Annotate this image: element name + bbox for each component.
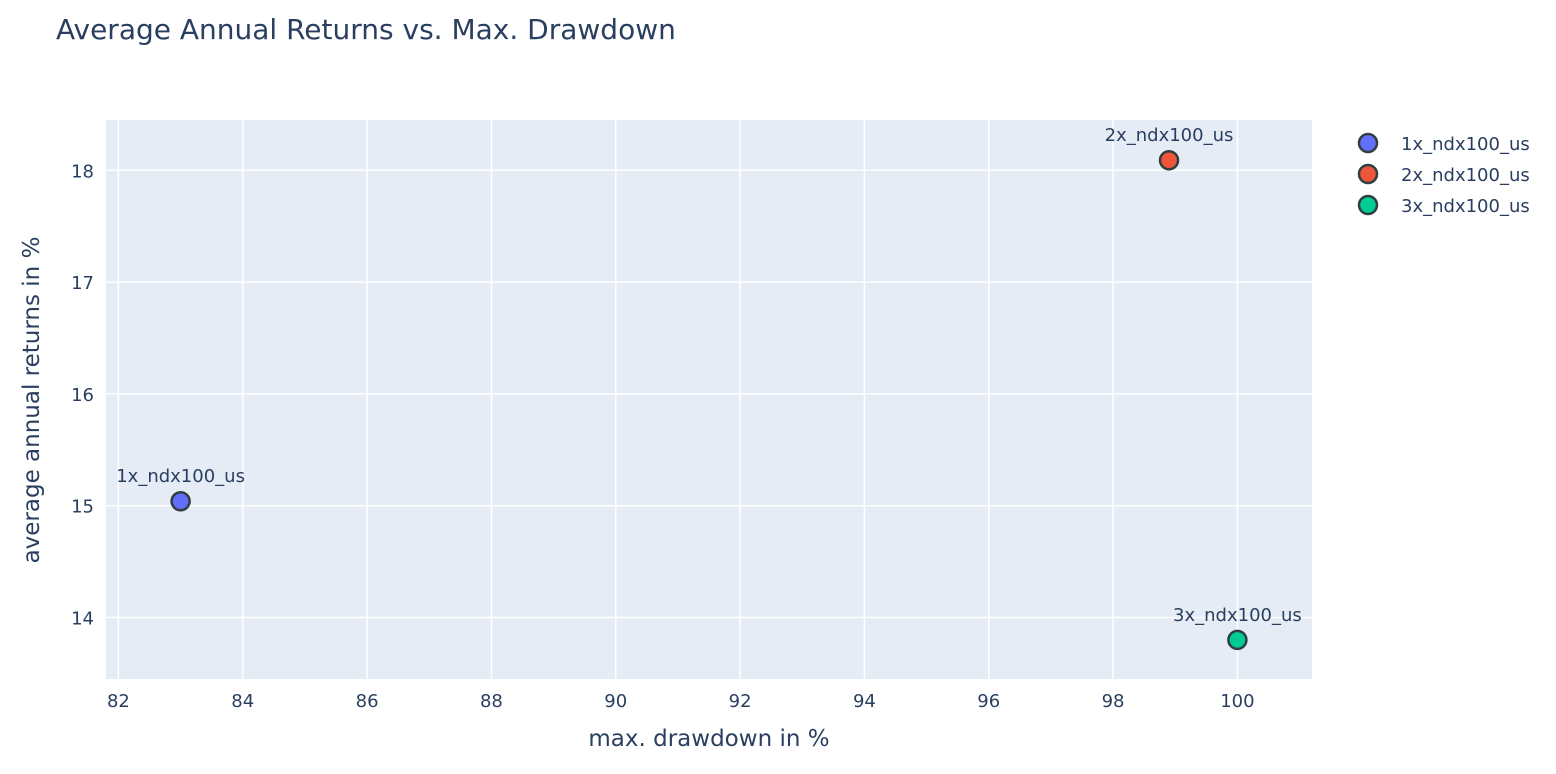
y-tick-label: 17 <box>71 273 94 294</box>
data-point <box>1227 629 1248 651</box>
x-tick-label: 90 <box>604 691 627 712</box>
legend-item[interactable]: 1x_ndx100_us <box>1357 132 1530 155</box>
x-tick-label: 86 <box>356 691 379 712</box>
y-tick-label: 16 <box>71 385 94 406</box>
legend-label: 1x_ndx100_us <box>1401 134 1530 155</box>
data-point-label: 1x_ndx100_us <box>116 466 245 487</box>
plot-area <box>106 120 1312 679</box>
x-tick-label: 98 <box>1102 691 1125 712</box>
legend[interactable]: 1x_ndx100_us 2x_ndx100_us 3x_ndx100_us <box>1357 132 1530 217</box>
x-tick-label: 96 <box>977 691 1000 712</box>
x-axis-title: max. drawdown in % <box>588 726 829 752</box>
y-axis-title: average annual returns in % <box>19 237 45 564</box>
x-tick-label: 92 <box>729 691 752 712</box>
x-tick-label: 82 <box>107 691 130 712</box>
legend-marker <box>1357 194 1379 216</box>
x-tick-label: 84 <box>231 691 254 712</box>
data-point-label: 2x_ndx100_us <box>1105 125 1234 146</box>
gridlines <box>106 120 1312 679</box>
x-tick-label: 100 <box>1220 691 1254 712</box>
y-axis-ticks: 14 15 16 17 18 <box>71 161 94 629</box>
x-axis-ticks: 82 84 86 88 90 92 94 96 98 100 <box>107 691 1255 712</box>
legend-marker <box>1357 132 1379 154</box>
data-points: 1x_ndx100_us 2x_ndx100_us 3x_ndx100_us <box>116 125 1302 651</box>
legend-label: 3x_ndx100_us <box>1401 196 1530 217</box>
legend-item[interactable]: 3x_ndx100_us <box>1357 194 1530 217</box>
data-point <box>170 490 191 512</box>
y-tick-label: 14 <box>71 609 94 630</box>
x-tick-label: 88 <box>480 691 503 712</box>
legend-label: 2x_ndx100_us <box>1401 165 1530 186</box>
data-point <box>1158 149 1180 171</box>
y-tick-label: 18 <box>71 161 94 182</box>
data-point-label: 3x_ndx100_us <box>1173 605 1302 626</box>
x-tick-label: 94 <box>853 691 876 712</box>
legend-marker <box>1357 163 1379 185</box>
chart-title: Average Annual Returns vs. Max. Drawdown <box>56 13 676 46</box>
y-tick-label: 15 <box>71 497 94 518</box>
legend-item[interactable]: 2x_ndx100_us <box>1357 163 1530 186</box>
